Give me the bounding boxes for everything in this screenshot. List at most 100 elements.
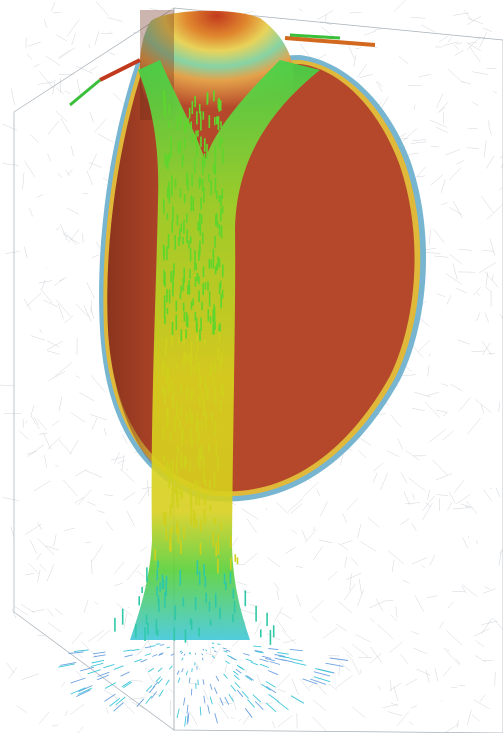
inflow-arrow — [228, 693, 234, 702]
inflow-arrow — [76, 689, 91, 698]
inflow-arrow — [104, 693, 116, 702]
inflow-arrow — [277, 700, 289, 711]
inflow-arrow — [124, 654, 133, 658]
velocity-vector-field — [58, 33, 376, 727]
inflow-arrow — [278, 655, 291, 659]
inflow-arrow — [252, 694, 262, 703]
inflow-arrow — [180, 651, 184, 655]
inflow-arrow — [313, 676, 331, 683]
inflow-arrow — [215, 675, 220, 682]
inflow-arrow — [136, 698, 145, 708]
inflow-arrow — [201, 657, 204, 661]
inflow-arrow — [70, 677, 86, 684]
inflow-arrow — [58, 663, 75, 668]
inflow-arrow — [232, 670, 239, 676]
inflow-arrow — [290, 658, 304, 662]
inflow-arrow — [97, 671, 110, 677]
inflow-arrow — [123, 681, 133, 689]
inflow-arrow — [123, 649, 132, 652]
inflow-arrow — [277, 652, 289, 655]
inflow-arrow — [121, 680, 131, 688]
inflow-arrow — [203, 695, 206, 704]
inflow-arrow — [73, 649, 89, 652]
inflow-arrow — [120, 671, 130, 677]
jet-arrow-right-2 — [289, 33, 341, 40]
inflow-arrow — [246, 675, 254, 681]
inflow-arrow — [223, 650, 228, 653]
inflow-arrow — [93, 654, 106, 658]
inflow-arrow — [217, 643, 221, 645]
inflow-arrow — [238, 666, 245, 671]
inflow-arrow — [91, 659, 105, 664]
inflow-arrow — [145, 684, 153, 692]
inflow-arrow — [265, 657, 276, 662]
inflow-arrow — [184, 716, 187, 727]
inflow-arrow — [158, 653, 163, 656]
inflow-arrow — [290, 695, 305, 704]
inflow-arrow — [269, 661, 281, 665]
inflow-arrow — [230, 656, 236, 661]
inflow-arrow — [157, 678, 163, 684]
inflow-arrow — [168, 665, 173, 670]
inflow-arrow — [261, 655, 272, 659]
inflow-arrow — [188, 677, 191, 683]
inflow-arrow — [59, 661, 77, 666]
inflow-arrow — [201, 653, 204, 656]
inflow-fan-arrows — [58, 642, 349, 727]
inflow-arrow — [234, 681, 241, 689]
inflow-arrow — [179, 650, 182, 653]
inflow-arrow — [274, 654, 286, 657]
inflow-arrow — [176, 708, 180, 719]
inflow-arrow — [140, 658, 148, 663]
jet-arrow-left — [99, 58, 141, 82]
inflow-arrow — [199, 706, 202, 716]
inflow-arrow — [177, 677, 181, 683]
inflow-arrow — [245, 658, 253, 662]
inflow-arrow — [78, 685, 93, 693]
inflow-arrow — [158, 689, 164, 697]
inflow-arrow — [310, 678, 327, 685]
inflow-arrow — [314, 668, 332, 673]
inflow-arrow — [268, 648, 279, 651]
inflow-arrow — [265, 681, 276, 688]
inflow-arrow — [259, 663, 269, 668]
inflow-arrow — [144, 653, 151, 656]
inflow-arrow — [254, 700, 264, 711]
inflow-arrow — [115, 696, 126, 706]
inflow-arrow — [181, 668, 184, 673]
inflow-arrow — [152, 681, 159, 688]
inflow-arrow — [289, 648, 303, 652]
inflow-arrow — [104, 682, 117, 689]
inflow-arrow — [155, 643, 161, 645]
inflow-arrow — [183, 653, 186, 656]
inflow-arrow — [244, 675, 253, 681]
inflow-arrow — [144, 646, 151, 649]
inflow-arrow — [236, 689, 244, 698]
inflow-arrow — [97, 674, 110, 681]
inflow-arrow — [267, 670, 279, 676]
inflow-arrow — [213, 650, 217, 653]
inflow-arrow — [235, 668, 242, 674]
inflow-arrow — [253, 645, 262, 648]
jet-arrow-left-2 — [69, 78, 101, 107]
inflow-arrow — [225, 649, 231, 652]
inflow-arrow — [166, 646, 171, 649]
inflow-arrow — [212, 655, 215, 659]
inflow-arrow — [213, 687, 218, 695]
inflow-arrow — [202, 679, 205, 685]
inflow-arrow — [274, 657, 286, 662]
inflow-arrow — [259, 658, 269, 663]
inflow-arrow — [268, 693, 279, 702]
inflow-arrow — [87, 669, 101, 675]
inflow-arrow — [223, 673, 228, 679]
inflow-arrow — [181, 657, 184, 661]
inflow-arrow — [151, 691, 157, 699]
inflow-arrow — [152, 654, 158, 657]
inflow-arrow — [302, 678, 318, 685]
inflow-arrow — [160, 644, 165, 646]
inflow-arrow — [233, 674, 240, 681]
inflow-arrow — [176, 670, 180, 675]
inflow-arrow — [150, 645, 156, 647]
inflow-arrow — [207, 704, 210, 714]
